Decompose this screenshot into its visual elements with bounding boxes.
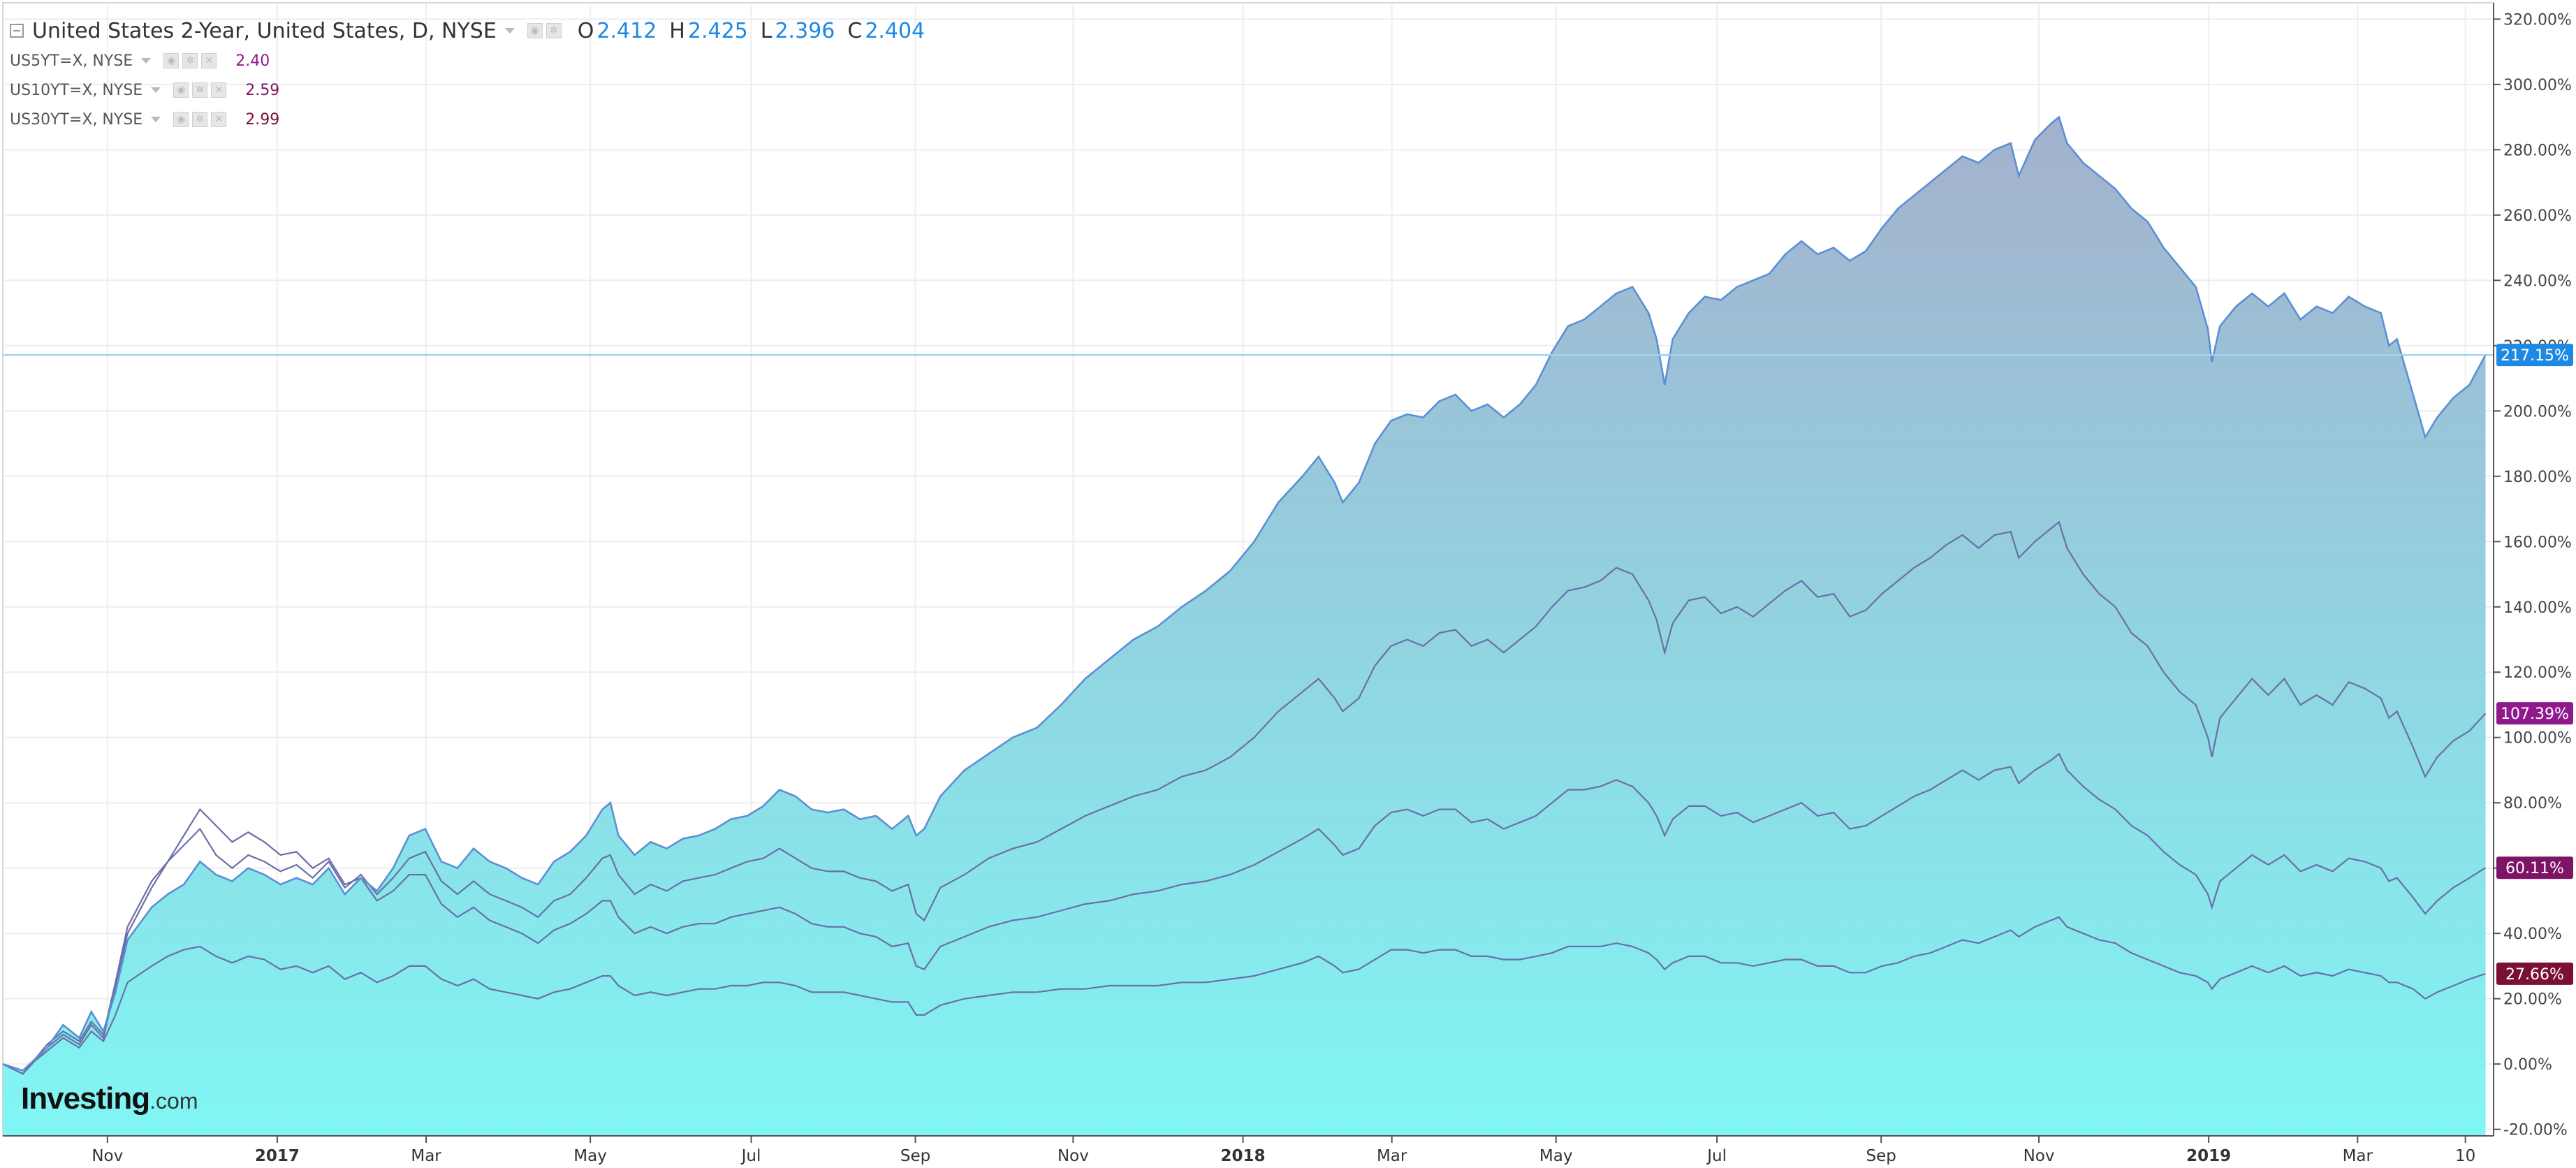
last-value-label: 107.39%	[2501, 706, 2569, 723]
overlay-label[interactable]: US30YT=X, NYSE	[10, 110, 143, 129]
y-tick-label: 180.00%	[2503, 469, 2572, 486]
overlay-legend-us10yt: US10YT=X, NYSE ◉ ✲ ✕ 2.59	[10, 75, 925, 105]
last-value-badge	[2496, 702, 2573, 725]
y-tick-label: 160.00%	[2503, 534, 2572, 551]
overlay-value: 2.40	[235, 52, 270, 70]
last-value-badge	[2496, 856, 2573, 879]
y-tick-label: 80.00%	[2503, 795, 2562, 812]
x-tick-label: Nov	[1058, 1147, 1089, 1165]
y-tick-label: 260.00%	[2503, 207, 2572, 225]
open-value: 2.412	[597, 18, 657, 43]
logo-suffix: .com	[149, 1088, 198, 1114]
close-value: 2.404	[865, 18, 925, 43]
x-tick-label: 2019	[2186, 1147, 2231, 1165]
x-tick-label: Nov	[92, 1147, 123, 1165]
series-line	[2, 752, 2487, 1075]
y-tick-label: 20.00%	[2503, 991, 2562, 1009]
chevron-down-icon[interactable]	[151, 117, 161, 122]
low-key: L	[760, 18, 773, 43]
x-tick-label: 2017	[255, 1147, 300, 1165]
overlay-value: 2.59	[245, 81, 280, 99]
close-icon[interactable]: ✕	[211, 82, 227, 98]
y-tick-label: 40.00%	[2503, 926, 2562, 943]
overlay-legend-us5yt: US5YT=X, NYSE ◉ ✲ ✕ 2.40	[10, 46, 925, 75]
y-tick-label: 200.00%	[2503, 403, 2572, 421]
eye-icon[interactable]: ◉	[163, 53, 180, 68]
last-value-badge	[2496, 962, 2573, 985]
legend: United States 2-Year, United States, D, …	[10, 15, 925, 134]
overlay-label[interactable]: US10YT=X, NYSE	[10, 81, 143, 99]
overlay-value: 2.99	[245, 110, 280, 129]
x-tick-label: Mar	[2343, 1147, 2373, 1165]
gear-icon[interactable]: ✲	[192, 112, 208, 127]
main-series-title[interactable]: United States 2-Year, United States, D, …	[32, 18, 497, 43]
y-tick-label: 240.00%	[2503, 272, 2572, 290]
main-series-legend: United States 2-Year, United States, D, …	[10, 15, 925, 46]
logo-text: Investing	[21, 1081, 150, 1116]
close-icon[interactable]: ✕	[211, 112, 227, 127]
investing-logo: Investing.com	[21, 1081, 198, 1116]
chevron-down-icon[interactable]	[141, 58, 152, 64]
x-tick-label: May	[573, 1147, 607, 1165]
series-line	[2, 520, 2487, 1075]
x-tick-label: May	[1539, 1147, 1573, 1165]
y-tick-label: -20.00%	[2503, 1122, 2568, 1139]
y-tick-label: 100.00%	[2503, 730, 2572, 747]
x-tick-label: Sep	[900, 1147, 930, 1165]
gear-icon[interactable]: ✲	[192, 82, 208, 98]
x-tick-label: Mar	[1377, 1147, 1407, 1165]
y-tick-label: 280.00%	[2503, 142, 2572, 159]
chevron-down-icon[interactable]	[151, 87, 161, 93]
x-tick-label: Jul	[1706, 1147, 1727, 1165]
open-key: O	[577, 18, 594, 43]
overlay-label[interactable]: US5YT=X, NYSE	[10, 52, 133, 70]
last-value-label: 60.11%	[2505, 860, 2564, 877]
x-tick-label: Nov	[2024, 1147, 2055, 1165]
y-tick-label: 320.00%	[2503, 11, 2572, 29]
y-tick-label: 0.00%	[2503, 1056, 2552, 1074]
last-value-label: 217.15%	[2501, 347, 2569, 365]
eye-icon[interactable]: ◉	[173, 82, 189, 98]
x-tick-label: 2018	[1221, 1147, 1266, 1165]
close-key: C	[847, 18, 863, 43]
chevron-down-icon[interactable]	[504, 28, 515, 34]
y-tick-label: 120.00%	[2503, 664, 2572, 682]
low-value: 2.396	[775, 18, 835, 43]
gear-icon[interactable]: ✲	[546, 23, 562, 38]
collapse-icon[interactable]	[10, 24, 24, 38]
x-tick-label: Jul	[740, 1147, 761, 1165]
eye-icon[interactable]: ◉	[173, 112, 189, 127]
y-tick-label: 140.00%	[2503, 599, 2572, 617]
main-series-line	[2, 115, 2487, 1072]
eye-icon[interactable]: ◉	[527, 23, 543, 38]
close-icon[interactable]: ✕	[201, 53, 217, 68]
last-value-badge	[2496, 344, 2573, 367]
y-tick-label: 300.00%	[2503, 77, 2572, 94]
x-tick-label: Mar	[411, 1147, 441, 1165]
x-tick-label: 10	[2455, 1147, 2475, 1165]
x-tick-label: Sep	[1866, 1147, 1896, 1165]
high-key: H	[669, 18, 685, 43]
main-series-area	[3, 117, 2486, 1137]
high-value: 2.425	[687, 18, 748, 43]
gear-icon[interactable]: ✲	[182, 53, 198, 68]
overlay-legend-us30yt: US30YT=X, NYSE ◉ ✲ ✕ 2.99	[10, 105, 925, 134]
last-value-label: 27.66%	[2505, 966, 2564, 984]
series-line	[2, 916, 2486, 1072]
